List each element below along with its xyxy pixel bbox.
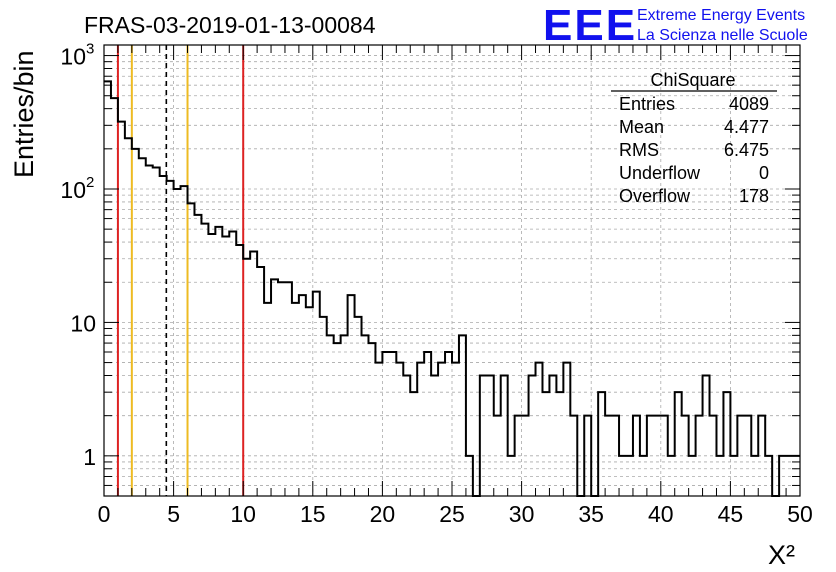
stats-label-underflow: Underflow xyxy=(619,163,701,183)
stats-value-entries: 4089 xyxy=(729,94,769,114)
stats-label-mean: Mean xyxy=(619,117,664,137)
x-tick-label: 15 xyxy=(300,501,326,527)
x-tick-label: 10 xyxy=(230,501,256,527)
x-tick-label: 20 xyxy=(370,501,396,527)
x-tick-label: 5 xyxy=(167,501,180,527)
x-tick-label: 40 xyxy=(648,501,674,527)
x-tick-label: 50 xyxy=(787,501,813,527)
x-tick-label: 30 xyxy=(509,501,535,527)
marker-lines xyxy=(116,45,245,496)
y-axis-label: Entries/bin xyxy=(9,50,39,178)
x-tick-labels: 0 5 10 15 20 25 30 35 40 45 50 xyxy=(98,501,813,527)
stats-value-overflow: 178 xyxy=(739,186,769,206)
stats-value-rms: 6.475 xyxy=(724,140,769,160)
stats-label-entries: Entries xyxy=(619,94,675,114)
x-tick-label: 45 xyxy=(718,501,744,527)
x-axis-label: X² xyxy=(768,540,795,570)
histogram-line xyxy=(104,80,800,497)
x-tick-label: 0 xyxy=(98,501,111,527)
stats-label-rms: RMS xyxy=(619,140,659,160)
x-tick-label: 25 xyxy=(439,501,465,527)
axis-ticks xyxy=(103,45,801,497)
y-tick-label: 10 xyxy=(70,310,96,336)
stats-value-underflow: 0 xyxy=(759,163,769,183)
logo-line-2: La Scienza nelle Scuole xyxy=(637,27,808,44)
x-tick-label: 35 xyxy=(578,501,604,527)
stats-box: ChiSquare Entries 4089 Mean 4.477 RMS 6.… xyxy=(611,70,777,206)
chart-title: FRAS-03-2019-01-13-00084 xyxy=(84,12,376,38)
logo-line-1: Extreme Energy Events xyxy=(637,7,805,24)
stats-title: ChiSquare xyxy=(650,70,735,90)
histogram-series xyxy=(104,80,800,497)
stats-value-mean: 4.477 xyxy=(724,117,769,137)
y-tick-exponent: 2 xyxy=(86,174,94,191)
y-tick-label: 10 xyxy=(60,44,86,70)
y-tick-label: 1 xyxy=(83,444,96,470)
y-tick-exponent: 3 xyxy=(86,41,94,58)
eee-logo: EEE xyxy=(543,1,637,50)
y-tick-label: 10 xyxy=(60,177,86,203)
stats-label-overflow: Overflow xyxy=(619,186,691,206)
